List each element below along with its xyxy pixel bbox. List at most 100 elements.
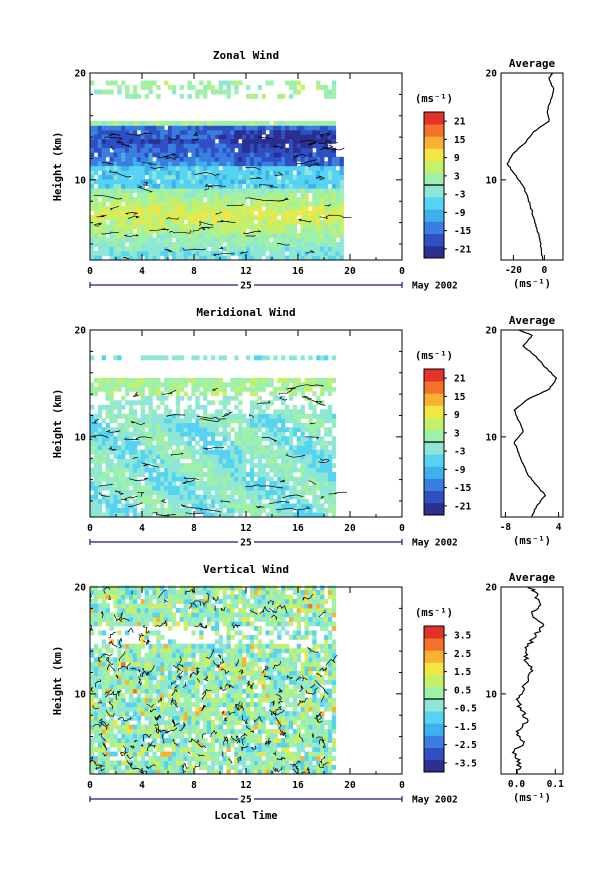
heatmap-cell xyxy=(125,449,130,455)
heatmap-cell xyxy=(168,585,173,591)
heatmap-cell xyxy=(246,485,251,491)
heatmap-cell xyxy=(171,476,177,482)
heatmap-cell xyxy=(300,503,305,509)
heatmap-cell xyxy=(90,751,95,757)
heatmap-cell xyxy=(304,246,309,252)
heatmap-cell xyxy=(117,413,122,419)
heatmap-cell xyxy=(288,242,294,247)
heatmap-cell xyxy=(129,440,134,446)
heatmap-cell xyxy=(105,720,110,725)
heatmap-cell xyxy=(238,400,243,406)
heatmap-cell xyxy=(277,147,282,153)
heatmap-cell xyxy=(183,648,188,654)
heatmap-cell xyxy=(327,89,333,95)
heatmap-cell xyxy=(285,463,290,468)
heatmap-cell xyxy=(129,702,134,708)
heatmap-cell xyxy=(129,386,134,392)
heatmap-cell xyxy=(207,134,212,140)
heatmap-cell xyxy=(230,197,235,203)
heatmap-cell xyxy=(175,427,181,433)
heatmap-cell xyxy=(203,585,208,591)
heatmap-cell xyxy=(132,499,138,504)
heatmap-cell xyxy=(226,228,231,234)
heatmap-cell xyxy=(246,125,251,131)
heatmap-cell xyxy=(195,174,200,180)
heatmap-cell xyxy=(230,458,235,464)
heatmap-cell xyxy=(183,197,188,203)
heatmap-cell xyxy=(312,165,317,171)
heatmap-cell xyxy=(183,382,188,388)
heatmap-cell xyxy=(281,237,286,243)
heatmap-cell xyxy=(253,485,259,491)
heatmap-cell xyxy=(175,233,181,238)
heatmap-cell xyxy=(144,228,149,234)
heatmap-cell xyxy=(93,512,99,518)
heatmap-cell xyxy=(249,251,255,256)
heatmap-cell xyxy=(316,242,321,247)
heatmap-cell xyxy=(156,630,161,636)
heatmap-cell xyxy=(218,215,223,220)
heatmap-cell xyxy=(288,494,294,500)
heatmap-cell xyxy=(164,147,169,153)
heatmap-cell xyxy=(324,138,329,144)
heatmap-cell xyxy=(281,413,286,419)
heatmap-cell xyxy=(199,210,204,216)
heatmap-cell xyxy=(230,485,235,491)
heatmap-cell xyxy=(257,143,262,149)
heatmap-cell xyxy=(203,251,208,256)
heatmap-cell xyxy=(113,472,118,477)
heatmap-cell xyxy=(148,80,153,86)
heatmap-cell xyxy=(109,733,114,739)
heatmap-cell xyxy=(171,742,177,748)
heatmap-cell xyxy=(207,188,212,194)
heatmap-cell xyxy=(113,197,118,203)
heatmap-cell xyxy=(129,458,134,464)
heatmap-cell xyxy=(90,120,95,126)
heatmap-cell xyxy=(285,503,290,509)
heatmap-cell xyxy=(179,382,184,388)
profile-y-tick-label: 20 xyxy=(486,69,498,80)
heatmap-cell xyxy=(214,183,220,189)
heatmap-cell xyxy=(285,188,290,194)
heatmap-cell xyxy=(132,476,138,482)
heatmap-cell xyxy=(140,472,145,477)
heatmap-cell xyxy=(121,490,126,495)
heatmap-cell xyxy=(148,445,153,451)
heatmap-cell xyxy=(136,422,142,428)
heatmap-cell xyxy=(175,440,181,446)
heatmap-cell xyxy=(331,224,337,229)
heatmap-cell xyxy=(269,427,274,433)
heatmap-cell xyxy=(125,386,130,392)
heatmap-cell xyxy=(312,120,317,126)
heatmap-cell xyxy=(249,161,255,167)
heatmap-cell xyxy=(93,603,99,609)
heatmap-cell xyxy=(105,89,110,95)
heatmap-cell xyxy=(175,652,181,658)
heatmap-cell xyxy=(152,246,157,252)
heatmap-cell xyxy=(97,607,103,613)
heatmap-cell xyxy=(324,165,329,171)
heatmap-cell xyxy=(316,188,321,194)
heatmap-cell xyxy=(230,427,235,433)
heatmap-cell xyxy=(140,147,145,153)
heatmap-cell xyxy=(199,657,204,663)
heatmap-cell xyxy=(285,80,290,86)
heatmap-cell xyxy=(296,490,301,495)
heatmap-cell xyxy=(238,508,243,513)
heatmap-cell xyxy=(316,206,321,211)
heatmap-cell xyxy=(183,472,188,477)
heatmap-cell xyxy=(226,436,231,442)
heatmap-cell xyxy=(132,769,138,775)
heatmap-cell xyxy=(160,616,165,622)
heatmap-cell xyxy=(101,377,106,383)
heatmap-cell xyxy=(97,143,103,149)
heatmap-cell xyxy=(218,219,223,225)
heatmap-cell xyxy=(113,490,118,495)
heatmap-cell xyxy=(171,147,177,153)
heatmap-cell xyxy=(156,161,161,167)
heatmap-cell xyxy=(129,697,134,703)
heatmap-cell xyxy=(316,449,321,455)
colorbar-segment xyxy=(424,405,444,418)
heatmap-cell xyxy=(331,210,337,216)
heatmap-cell xyxy=(183,188,188,194)
